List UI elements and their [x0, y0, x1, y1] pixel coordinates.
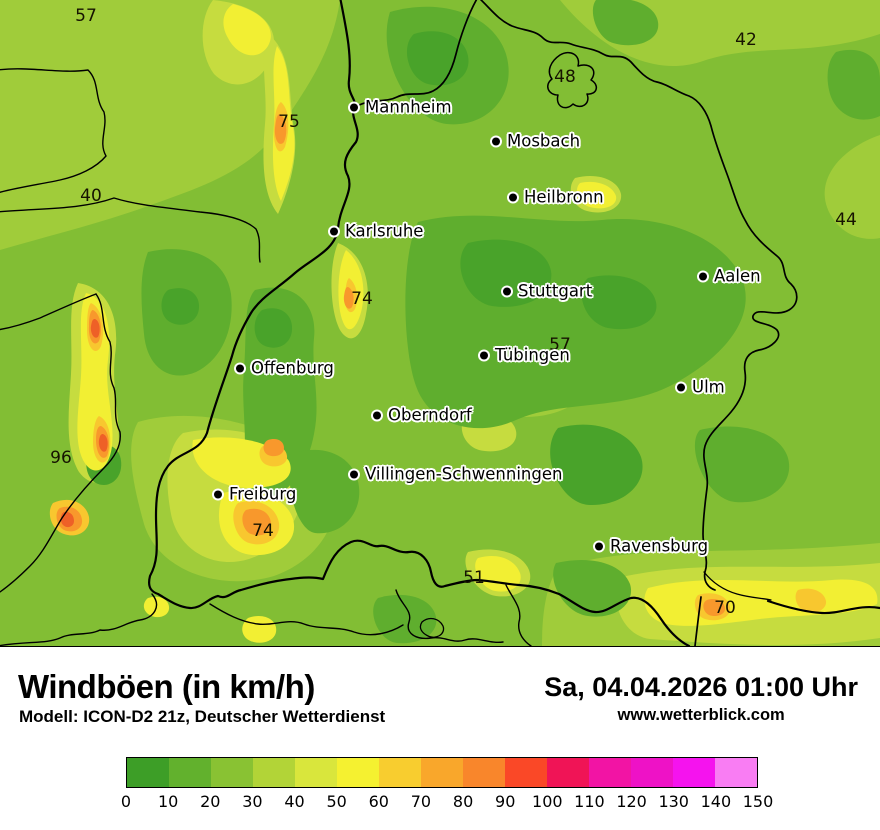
legend-color-segment — [253, 758, 295, 787]
forecast-datetime: Sa, 04.04.2026 01:00 Uhr — [544, 672, 858, 702]
city-dot — [350, 103, 358, 111]
city-marker: Mannheim — [350, 98, 452, 117]
gust-value-label: 96 — [50, 448, 72, 468]
city-label: Tübingen — [495, 345, 570, 365]
model-subtitle: Modell: ICON-D2 21z, Deutscher Wetterdie… — [19, 707, 386, 726]
legend-tick-label: 110 — [574, 792, 605, 811]
legend-color-segment — [379, 758, 421, 787]
legend-color-segment — [127, 758, 169, 787]
city-layer: Mannheim Mosbach Heilbronn Karlsruhe Stuttga… — [214, 98, 761, 556]
legend-color-segment — [421, 758, 463, 787]
legend-tick-label: 10 — [157, 792, 179, 811]
city-marker: Karlsruhe — [330, 222, 423, 241]
legend-color-segment — [589, 758, 631, 787]
gust-value-label: 74 — [252, 521, 274, 541]
legend-tick-label: 20 — [200, 792, 221, 811]
city-dot — [236, 364, 244, 372]
city-dot — [509, 193, 517, 201]
legend-color-segment — [547, 758, 589, 787]
city-label: Oberndorf — [388, 405, 472, 425]
legend-color-segment — [715, 758, 757, 787]
city-dot — [214, 490, 222, 498]
city-marker: Aalen — [699, 267, 761, 286]
legend-color-segment — [505, 758, 547, 787]
legend-tick-label: 140 — [700, 792, 732, 811]
legend-color-segment — [463, 758, 505, 787]
city-label: Ulm — [692, 377, 725, 397]
city-dot — [503, 287, 511, 295]
legend-color-segment — [631, 758, 673, 787]
gust-value-label: 42 — [735, 30, 757, 50]
city-label: Freiburg — [229, 484, 297, 504]
city-marker: Ulm — [677, 378, 725, 397]
legend-tick-label: 150 — [742, 792, 774, 811]
gust-value-label: 48 — [554, 67, 576, 87]
city-label: Mosbach — [507, 131, 581, 151]
legend-color-segment — [673, 758, 715, 787]
city-dot — [699, 272, 707, 280]
city-label: Mannheim — [365, 97, 452, 117]
city-dot — [480, 351, 488, 359]
legend-color-segment — [169, 758, 211, 787]
city-marker: Offenburg — [236, 359, 334, 378]
legend-tick-label: 0 — [120, 792, 132, 811]
website-link: www.wetterblick.com — [617, 706, 785, 724]
city-dot — [350, 470, 358, 478]
gust-value-label: 44 — [835, 210, 857, 230]
city-label: Stuttgart — [518, 281, 593, 301]
legend-color-segment — [211, 758, 253, 787]
legend-tick-label: 100 — [532, 792, 563, 811]
city-label: Ravensburg — [610, 536, 709, 556]
city-dot — [330, 227, 338, 235]
city-label: Aalen — [714, 266, 761, 286]
city-marker: Villingen-Schwenningen — [350, 465, 562, 484]
legend-tick-label: 30 — [242, 792, 263, 811]
city-marker: Mosbach — [492, 132, 580, 151]
legend-tick-label: 80 — [452, 792, 474, 811]
state-borders — [0, 0, 880, 646]
legend-tick-label: 50 — [326, 792, 347, 811]
wind-map: 57 75 40 48 42 44 74 57 96 74 51 70 Mannheim Mosbach… — [0, 0, 880, 647]
gust-value-label: 40 — [80, 186, 102, 206]
wind-map-contours — [0, 0, 880, 646]
legend-tick-labels: 0 10 20 30 40 50 60 70 80 90 100 110 120 130 140 150 — [121, 792, 773, 814]
gust-value-label: 75 — [278, 112, 300, 132]
city-label: Karlsruhe — [345, 221, 424, 241]
legend-tick-label: 40 — [284, 792, 305, 811]
city-dot — [492, 137, 500, 145]
datetime-block: Sa, 04.04.2026 01:00 Uhr www.wetterblick… — [544, 672, 858, 725]
city-label: Villingen-Schwenningen — [365, 464, 563, 484]
legend-color-segment — [337, 758, 379, 787]
gust-value-label: 70 — [714, 598, 736, 618]
city-label: Offenburg — [251, 358, 334, 378]
legend-colorbar — [126, 757, 758, 788]
city-marker: Tübingen — [480, 346, 570, 365]
gust-value-label: 74 — [351, 289, 373, 309]
legend-tick-label: 120 — [616, 792, 647, 811]
gust-value-label: 57 — [549, 335, 571, 355]
city-label: Heilbronn — [524, 187, 604, 207]
city-marker: Ravensburg — [595, 537, 708, 556]
city-marker: Oberndorf — [373, 406, 472, 425]
legend-tick-label: 70 — [410, 792, 432, 811]
legend-tick-label: 60 — [368, 792, 389, 811]
city-marker: Heilbronn — [509, 188, 604, 207]
page-title: Windböen (in km/h) — [18, 668, 315, 705]
city-dot — [373, 411, 381, 419]
legend-tick-label: 90 — [495, 792, 516, 811]
gust-value-label: 57 — [75, 6, 97, 26]
legend-color-segment — [295, 758, 337, 787]
city-dot — [595, 542, 603, 550]
city-dot — [677, 383, 685, 391]
city-marker: Freiburg — [214, 485, 296, 504]
gust-value-label: 51 — [463, 568, 485, 588]
city-marker: Stuttgart — [503, 282, 592, 301]
legend-tick-label: 130 — [658, 792, 689, 811]
map-value-layer: 57 75 40 48 42 44 74 57 96 74 51 70 — [50, 6, 857, 618]
